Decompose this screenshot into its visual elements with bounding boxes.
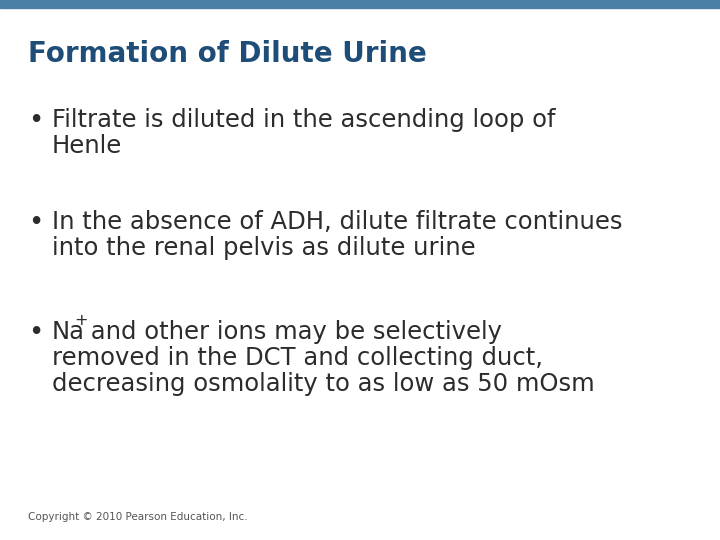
Text: •: • [28, 108, 43, 134]
Text: Formation of Dilute Urine: Formation of Dilute Urine [28, 40, 427, 68]
Text: Na: Na [52, 320, 85, 344]
Text: •: • [28, 210, 43, 236]
Text: into the renal pelvis as dilute urine: into the renal pelvis as dilute urine [52, 236, 476, 260]
Text: Copyright © 2010 Pearson Education, Inc.: Copyright © 2010 Pearson Education, Inc. [28, 512, 248, 522]
Bar [0, 0, 720, 8]
Text: +: + [74, 313, 88, 328]
Text: •: • [28, 320, 43, 346]
Text: Filtrate is diluted in the ascending loop of: Filtrate is diluted in the ascending loo… [52, 108, 556, 132]
Text: In the absence of ADH, dilute filtrate continues: In the absence of ADH, dilute filtrate c… [52, 210, 623, 234]
Text: and other ions may be selectively: and other ions may be selectively [83, 320, 502, 344]
Text: removed in the DCT and collecting duct,: removed in the DCT and collecting duct, [52, 346, 543, 370]
Text: Henle: Henle [52, 134, 122, 158]
Text: decreasing osmolality to as low as 50 mOsm: decreasing osmolality to as low as 50 mO… [52, 372, 595, 396]
